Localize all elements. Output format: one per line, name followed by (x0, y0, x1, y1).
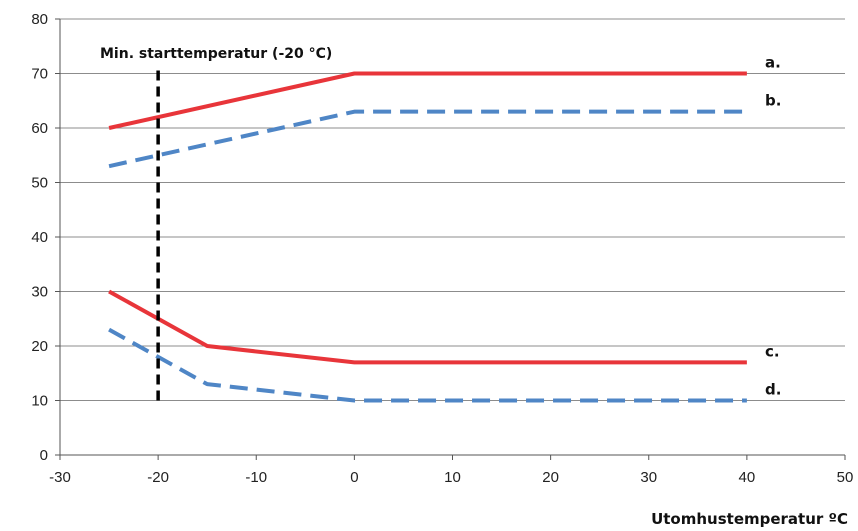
series-labels: a. b. c. d. (765, 54, 781, 399)
y-tick-label-6: 60 (31, 120, 48, 137)
x-tick-label-3: 0 (350, 469, 358, 486)
x-axis-ticks: -30 -20 -10 0 10 20 30 40 50 (49, 455, 853, 486)
y-tick-label-0: 0 (40, 447, 48, 464)
series-label-b: b. (765, 92, 781, 110)
series-line-a (108, 71, 747, 130)
y-tick-label-8: 80 (31, 11, 48, 28)
annotations: Min. starttemperatur (-20 °C) (100, 46, 332, 401)
series-line-b (108, 109, 747, 169)
x-tick-label-6: 30 (640, 469, 657, 486)
grid-lines (60, 18, 845, 401)
min-start-temperature-label: Min. starttemperatur (-20 °C) (100, 46, 332, 62)
x-tick-label-0: -30 (49, 469, 71, 486)
y-tick-label-2: 20 (31, 338, 48, 355)
y-tick-label-3: 30 (31, 284, 48, 301)
x-tick-label-5: 20 (542, 469, 559, 486)
x-tick-label-2: -10 (245, 469, 267, 486)
x-tick-label-4: 10 (444, 469, 461, 486)
x-tick-label-7: 40 (739, 469, 756, 486)
y-tick-label-5: 50 (31, 175, 48, 192)
series-label-a: a. (765, 54, 781, 72)
x-tick-label-8: 50 (837, 469, 854, 486)
series-line-c (108, 289, 747, 365)
y-tick-label-1: 10 (31, 393, 48, 410)
y-tick-label-7: 70 (31, 66, 48, 83)
series-line-d (108, 327, 747, 403)
x-axis-label: Utomhustemperatur ºC (651, 510, 848, 528)
x-tick-label-1: -20 (147, 469, 169, 486)
series-label-c: c. (765, 342, 780, 360)
y-tick-label-4: 40 (31, 229, 48, 246)
y-axis-ticks: 0 10 20 30 40 50 60 70 80 (31, 11, 60, 464)
series-label-d: d. (765, 381, 781, 399)
